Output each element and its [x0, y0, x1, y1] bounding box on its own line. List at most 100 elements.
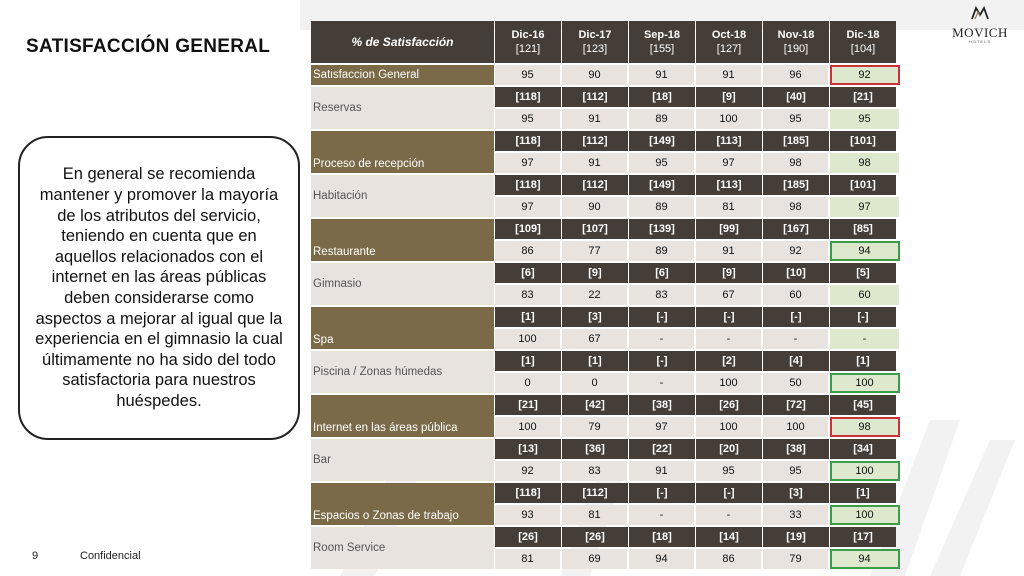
- table-row: Room Service 81 69 94 86 79 94: [311, 527, 900, 569]
- value-cell: 94: [629, 549, 695, 569]
- value-cell: 95: [763, 109, 829, 129]
- count-cell: [2]: [696, 351, 762, 371]
- count-cell: [167]: [763, 219, 829, 239]
- value-cell: -: [763, 329, 829, 349]
- count-cell: [112]: [562, 87, 628, 107]
- value-cell: 93: [495, 505, 561, 525]
- header-period: Oct-18 [127]: [696, 21, 762, 63]
- value-cell: 83: [495, 285, 561, 305]
- value-cell: 89: [629, 197, 695, 217]
- count-cell: [19]: [763, 527, 829, 547]
- count-cell: [40]: [763, 87, 829, 107]
- table-row: Bar 92 83 91 95 95 100: [311, 439, 900, 481]
- row-label: Piscina / Zonas húmedas: [311, 351, 494, 393]
- header-period: Dic-17 [123]: [562, 21, 628, 63]
- value-cell: 91: [696, 65, 762, 85]
- value-cell: 100: [763, 417, 829, 437]
- period-label: Dic-18: [846, 29, 880, 41]
- header-period: Dic-16 [121]: [495, 21, 561, 63]
- count-cell: [26]: [696, 395, 762, 415]
- value-cell: -: [830, 329, 900, 349]
- count-cell: [112]: [562, 175, 628, 195]
- count-cell: [9]: [696, 87, 762, 107]
- summary-callout-text: En general se recomienda mantener y prom…: [35, 165, 283, 410]
- period-label: Nov-18: [777, 29, 815, 41]
- value-cell: 95: [495, 65, 561, 85]
- value-cell: 95: [763, 461, 829, 481]
- value-cell: 79: [763, 549, 829, 569]
- value-cell: 92: [763, 241, 829, 261]
- count-cell: [85]: [830, 219, 896, 239]
- count-cell: [1]: [562, 351, 628, 371]
- value-cell: 94: [830, 549, 900, 569]
- table-row: Espacios o Zonas de trabajo 93 81- -33 100: [311, 483, 900, 525]
- value-cell: 92: [830, 65, 900, 85]
- count-cell: [22]: [629, 439, 695, 459]
- header-period: Nov-18 [190]: [763, 21, 829, 63]
- header-period: Sep-18 [155]: [629, 21, 695, 63]
- count-cell: [17]: [830, 527, 896, 547]
- count-cell: [13]: [495, 439, 561, 459]
- count-cell: [21]: [495, 395, 561, 415]
- period-label: Dic-17: [578, 29, 612, 41]
- count-cell: [1]: [830, 483, 896, 503]
- count-cell: [107]: [562, 219, 628, 239]
- value-cell: -: [629, 329, 695, 349]
- value-cell: 98: [830, 417, 900, 437]
- value-cell: -: [629, 373, 695, 393]
- count-row: [6] [9] [6] [9] [10] [5]: [311, 263, 896, 283]
- row-label: Internet en las áreas pública: [311, 395, 494, 437]
- summary-callout: En general se recomienda mantener y prom…: [18, 136, 300, 440]
- count-row: [21] [42] [38] [26] [72] [45]: [311, 395, 896, 415]
- value-cell: 90: [562, 65, 628, 85]
- table-row: Habitación 97 90 89 81 98 97: [311, 175, 900, 217]
- value-cell: 95: [830, 109, 900, 129]
- value-cell: 67: [696, 285, 762, 305]
- count-cell: [-]: [830, 307, 896, 327]
- count-cell: [118]: [495, 175, 561, 195]
- count-cell: [149]: [629, 175, 695, 195]
- value-cell: 98: [763, 153, 829, 173]
- count-cell: [99]: [696, 219, 762, 239]
- count-cell: [9]: [696, 263, 762, 283]
- count-cell: [-]: [763, 307, 829, 327]
- value-cell: 22: [562, 285, 628, 305]
- value-cell: 0: [562, 373, 628, 393]
- header-period: Dic-18 [104]: [830, 21, 896, 63]
- value-cell: 100: [495, 417, 561, 437]
- count-cell: [10]: [763, 263, 829, 283]
- period-count: [121]: [515, 43, 541, 55]
- count-cell: [14]: [696, 527, 762, 547]
- count-cell: [113]: [696, 175, 762, 195]
- value-cell: 91: [696, 241, 762, 261]
- period-count: [127]: [716, 43, 742, 55]
- row-label: Reservas: [311, 87, 494, 129]
- count-cell: [38]: [629, 395, 695, 415]
- table-row: Spa 100 67- - - -: [311, 307, 900, 349]
- period-count: [123]: [582, 43, 608, 55]
- count-cell: [6]: [629, 263, 695, 283]
- page-number: 9: [32, 550, 39, 562]
- value-cell: 79: [562, 417, 628, 437]
- value-cell: 83: [629, 285, 695, 305]
- count-cell: [3]: [562, 307, 628, 327]
- value-cell: 86: [495, 241, 561, 261]
- value-cell: 97: [495, 197, 561, 217]
- count-cell: [21]: [830, 87, 896, 107]
- count-cell: [9]: [562, 263, 628, 283]
- value-cell: 77: [562, 241, 628, 261]
- count-cell: [113]: [696, 131, 762, 151]
- value-cell: 100: [696, 109, 762, 129]
- value-cell: 100: [830, 505, 900, 525]
- value-cell: 33: [763, 505, 829, 525]
- value-cell: 90: [562, 197, 628, 217]
- count-cell: [-]: [696, 307, 762, 327]
- value-cell: 86: [696, 549, 762, 569]
- table-row: Piscina / Zonas húmedas 0 0-100 50 100: [311, 351, 900, 393]
- value-cell: 98: [763, 197, 829, 217]
- value-cell: 100: [495, 329, 561, 349]
- row-label: Room Service: [311, 527, 494, 569]
- value-cell: 97: [696, 153, 762, 173]
- count-row: [26] [26] [18] [14] [19] [17]: [311, 527, 896, 547]
- value-cell: 97: [629, 417, 695, 437]
